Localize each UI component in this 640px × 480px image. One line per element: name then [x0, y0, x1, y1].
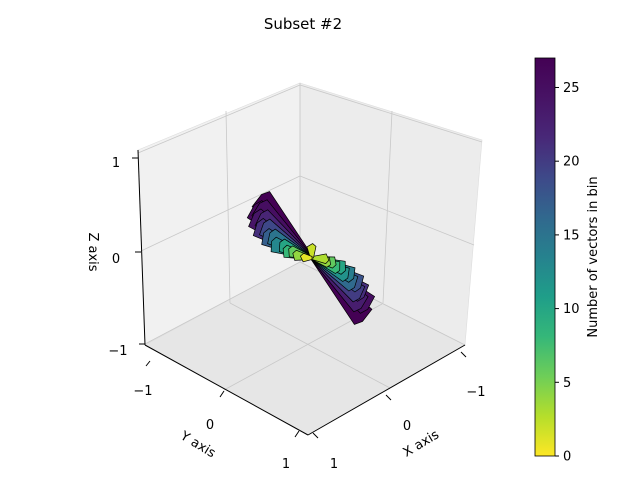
colorbar-tick-label: 15 [563, 228, 580, 243]
x-tick-label: −1 [466, 385, 485, 400]
colorbar-tick-label: 5 [563, 376, 571, 391]
x-tick-label: 1 [330, 457, 338, 472]
axis-lines [137, 149, 466, 436]
histogram-bar [299, 252, 313, 263]
colorbar-tick-label: 20 [563, 155, 580, 170]
tick-marks [132, 157, 467, 439]
y-tick-label: 1 [282, 457, 290, 472]
histogram-bars [246, 191, 376, 325]
z-tick-label: 1 [112, 156, 120, 171]
z-axis-label: Z axis [85, 232, 100, 271]
y-axis-line [144, 344, 309, 436]
colorbar-label: Number of vectors in bin [586, 176, 601, 337]
colorbar-tick-label: 10 [563, 302, 580, 317]
z-axis-line [137, 149, 146, 346]
grid-lines [137, 83, 483, 391]
colorbar: 0 5 10 15 20 25 Number of vectors in bin [534, 57, 601, 465]
x-tick-label: 0 [403, 419, 411, 434]
colorbar-tick-label: 0 [563, 450, 571, 465]
colorbar-gradient [534, 57, 556, 457]
z-tick-label: −1 [108, 344, 127, 359]
chart-title: Subset #2 [264, 15, 342, 33]
y-tick-label: 0 [206, 418, 214, 433]
y-tick-label: −1 [133, 384, 152, 399]
x-axis-line [307, 344, 466, 436]
z-tick-label: 0 [112, 252, 120, 267]
tick-labels: 1 0 −1 −1 0 1 1 0 −1 [108, 156, 485, 472]
colorbar-tick-label: 25 [563, 81, 580, 96]
y-axis-label: Y axis [177, 428, 218, 461]
